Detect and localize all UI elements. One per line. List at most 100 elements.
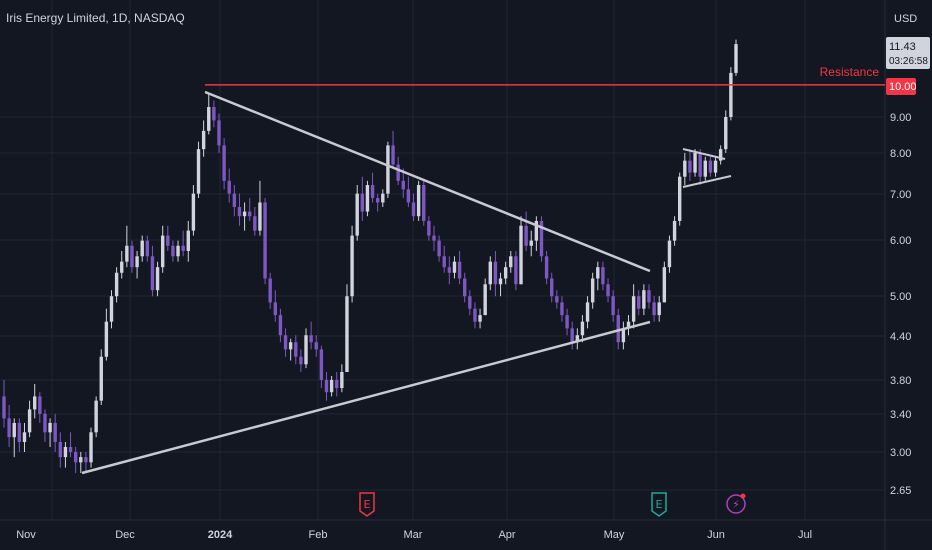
candle-body <box>304 335 308 365</box>
candle-body <box>181 245 185 251</box>
candle <box>309 321 313 350</box>
candle-body <box>135 256 139 268</box>
earnings-shield-icon <box>651 492 667 517</box>
candle-body <box>33 396 37 410</box>
candle <box>268 272 272 309</box>
candle <box>171 240 175 262</box>
candle-body <box>406 189 411 203</box>
candle-body <box>375 198 380 203</box>
candle-body <box>370 185 375 199</box>
candle <box>125 225 129 268</box>
candle-body <box>524 225 528 246</box>
candle <box>38 392 42 423</box>
candle <box>580 315 585 343</box>
resistance-price-text: 10.00 <box>889 81 917 93</box>
candle <box>319 345 324 389</box>
candle-body <box>514 256 518 285</box>
candle <box>509 250 513 273</box>
event-glyph: E <box>656 498 663 511</box>
x-tick-label: Jul <box>798 529 812 541</box>
candle-body <box>294 342 298 357</box>
event-markers[interactable]: E E ⚡ <box>359 492 746 517</box>
x-tick-label: May <box>604 529 625 541</box>
x-tick-label: Jun <box>707 529 725 541</box>
event-glyph: E <box>364 498 371 511</box>
candle-body <box>253 216 257 231</box>
candle <box>263 198 267 285</box>
candle-body <box>585 302 590 322</box>
candle-body <box>38 396 42 414</box>
candle-body <box>519 225 523 285</box>
flag-lower-line[interactable] <box>682 175 732 188</box>
candle <box>519 216 523 285</box>
candle-body <box>652 302 656 316</box>
candle-body <box>529 240 533 246</box>
candle <box>447 256 452 285</box>
candle <box>283 328 288 357</box>
candle-body <box>350 235 354 297</box>
y-tick-label: 3.40 <box>890 409 911 421</box>
candle <box>718 145 723 165</box>
candle <box>140 235 144 262</box>
candle-body <box>442 256 446 268</box>
candle <box>437 235 441 262</box>
candle-body <box>447 267 452 273</box>
candle <box>120 250 124 279</box>
candle <box>462 272 467 303</box>
candle-body <box>314 342 318 350</box>
candle-body <box>120 261 124 273</box>
candle <box>688 149 692 181</box>
candle-body <box>273 302 278 316</box>
candle <box>381 189 385 207</box>
descending-trendline[interactable] <box>204 90 651 273</box>
candle-body <box>601 267 605 285</box>
candle <box>68 432 73 458</box>
candle <box>355 185 359 241</box>
candle <box>217 113 221 153</box>
candle <box>432 225 436 251</box>
y-tick-label: 3.80 <box>890 375 911 387</box>
candle <box>2 379 6 428</box>
bull-flag-lines[interactable] <box>682 148 732 188</box>
earnings-shield-icon <box>359 492 375 517</box>
candle <box>150 245 155 297</box>
candle <box>488 256 492 291</box>
flag-upper-line[interactable] <box>682 148 726 160</box>
earnings-marker[interactable]: E <box>651 492 667 517</box>
candle <box>340 364 344 393</box>
candle <box>590 272 595 309</box>
candle <box>621 321 626 350</box>
ascending-trendline[interactable] <box>81 320 651 475</box>
candle <box>109 290 114 329</box>
candle-body <box>570 328 574 343</box>
candle <box>626 315 631 336</box>
candle <box>242 202 247 231</box>
dividend-split-marker[interactable]: ⚡ <box>726 493 746 514</box>
candle <box>422 180 426 226</box>
candle-body <box>724 117 728 150</box>
candle-body <box>94 400 98 433</box>
candle-body <box>565 315 569 329</box>
candle <box>442 245 446 273</box>
x-tick-label: Nov <box>16 529 36 541</box>
candle <box>478 308 482 329</box>
candle <box>27 400 32 438</box>
candle <box>565 308 569 336</box>
candle-body <box>503 267 508 279</box>
candle-body <box>718 149 723 161</box>
candle-body <box>17 422 22 443</box>
candle <box>631 284 636 329</box>
candle <box>698 149 702 186</box>
earnings-marker[interactable]: E <box>359 492 375 517</box>
y-tick-label: 2.65 <box>890 485 911 497</box>
candle <box>17 418 22 452</box>
candle-body <box>217 120 221 146</box>
candle-body <box>89 432 93 463</box>
candle <box>647 284 651 309</box>
candle <box>84 452 88 474</box>
candle <box>248 198 252 221</box>
chart-title: Iris Energy Limited, 1D, NASDAQ <box>6 11 185 25</box>
candle-body <box>2 396 6 419</box>
